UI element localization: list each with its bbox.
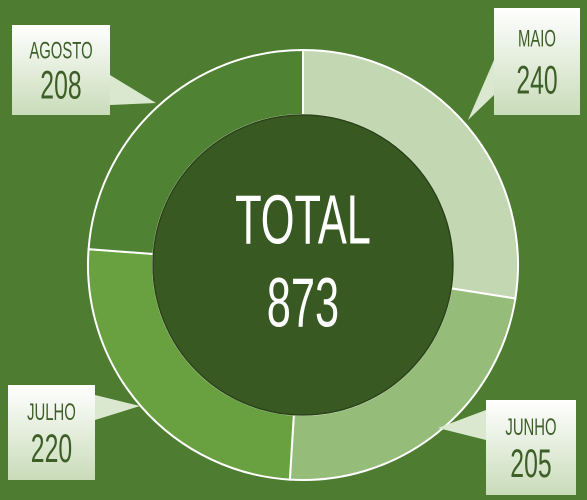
callout-box: [494, 8, 580, 115]
callout-label: MAIO: [518, 26, 556, 52]
callout-label: JUNHO: [505, 414, 556, 440]
callout-pointer: [95, 395, 140, 420]
callout-value: 205: [510, 442, 551, 486]
callout-box: [12, 25, 110, 115]
slices: [87, 48, 519, 481]
callout-pointer: [110, 75, 156, 105]
callout-pointer: [438, 410, 486, 440]
callout-pointer: [468, 60, 494, 120]
total-value: 873: [267, 264, 339, 342]
center-label: TOTAL: [235, 181, 371, 259]
callout-value: 208: [40, 64, 81, 108]
callout-label: JULHO: [27, 399, 76, 425]
callout-label: AGOSTO: [29, 38, 92, 64]
callout-box: [486, 400, 576, 495]
callout-value: 240: [516, 59, 557, 103]
callout-value: 220: [31, 427, 72, 471]
callout-box: [8, 385, 95, 480]
center-disc: [152, 114, 454, 416]
